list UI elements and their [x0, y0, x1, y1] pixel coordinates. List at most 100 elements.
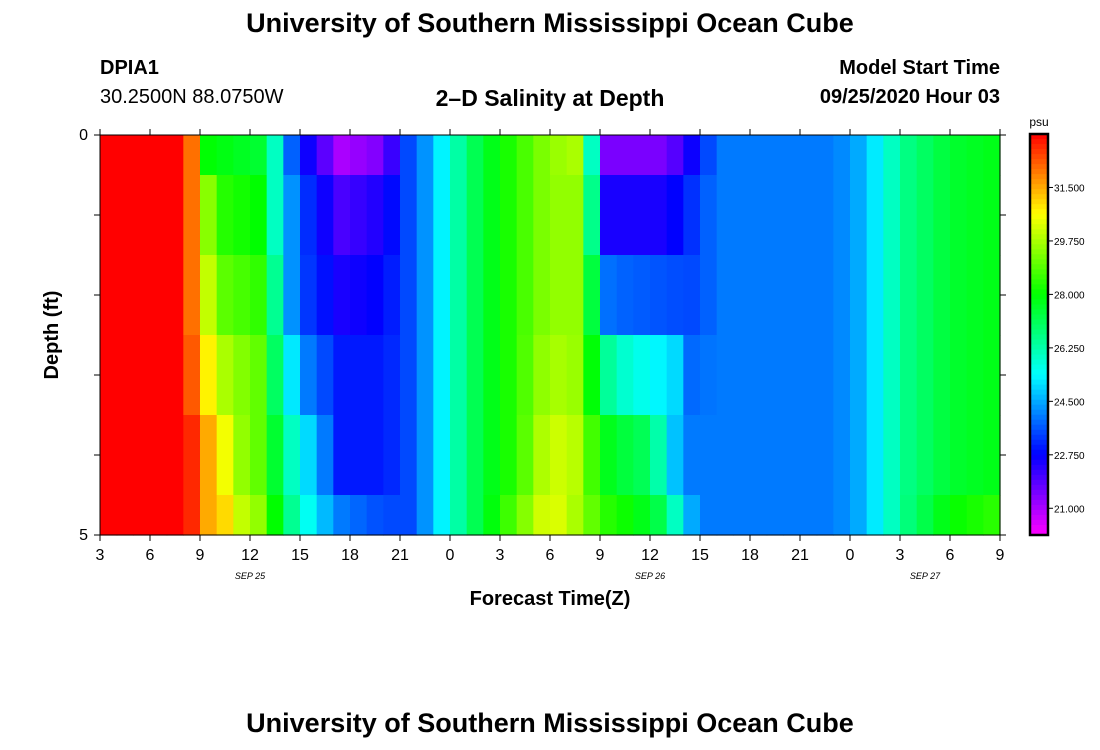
heatmap-cell — [950, 415, 968, 496]
heatmap-cell — [750, 135, 768, 176]
heatmap-cell — [833, 415, 851, 496]
colorbar-segment — [1030, 509, 1048, 516]
heatmap-cell — [866, 415, 884, 496]
colorbar-segment — [1030, 504, 1048, 511]
heatmap-cell — [733, 415, 751, 496]
heatmap-cell — [983, 335, 1001, 416]
heatmap-cell — [916, 175, 934, 256]
colorbar-segment — [1030, 299, 1048, 306]
heatmap-cell — [800, 255, 818, 336]
heatmap-cell — [650, 415, 668, 496]
colorbar-segment — [1030, 209, 1048, 215]
colorbar: 31.500 29.750 28.000 26.250 24.500 22.750 21.0… — [1028, 132, 1085, 537]
heatmap-cell — [800, 135, 818, 176]
colorbar-segment — [1030, 519, 1048, 526]
heatmap-cell — [816, 335, 834, 416]
heatmap-cell — [316, 255, 334, 336]
colorbar-segment — [1030, 499, 1048, 506]
colorbar-segment — [1030, 264, 1048, 270]
x-tick-label: 3 — [96, 547, 105, 564]
heatmap-cell — [366, 415, 384, 496]
colorbar-segment — [1030, 489, 1048, 496]
heatmap-cell — [616, 415, 634, 496]
heatmap-cell — [183, 255, 201, 336]
heatmap-cell — [883, 415, 901, 496]
heatmap-cell — [783, 255, 801, 336]
x-tick-label: 15 — [291, 547, 309, 564]
heatmap-cell — [116, 255, 134, 336]
colorbar-segment — [1030, 159, 1048, 165]
heatmap-cell — [466, 335, 484, 416]
heatmap-cell — [483, 255, 501, 336]
heatmap-cell — [366, 255, 384, 336]
heatmap-cell — [600, 255, 618, 336]
colorbar-segment — [1030, 144, 1048, 150]
heatmap-cell — [783, 495, 801, 536]
heatmap-cell — [733, 255, 751, 336]
colorbar-segment — [1030, 219, 1048, 225]
heatmap-cell — [833, 495, 851, 536]
heatmap-cell — [416, 175, 434, 256]
heatmap-cell — [916, 415, 934, 496]
heatmap-cell — [583, 175, 601, 256]
heatmap-cell — [250, 135, 268, 176]
colorbar-segment — [1030, 484, 1048, 491]
heatmap-cell — [566, 335, 584, 416]
heatmap-cell — [866, 335, 884, 416]
heatmap-cell — [600, 495, 618, 536]
heatmap-cell — [483, 415, 501, 496]
heatmap-cell — [500, 335, 518, 416]
heatmap-cell — [533, 135, 551, 176]
heatmap-cell — [833, 335, 851, 416]
heatmap-cell — [100, 335, 118, 416]
heatmap-cell — [516, 415, 534, 496]
heatmap-cell — [816, 415, 834, 496]
heatmap-cell — [233, 335, 251, 416]
heatmap-cell — [416, 335, 434, 416]
heatmap-cell — [183, 415, 201, 496]
heatmap-cell — [133, 495, 151, 536]
x-tick-label: 18 — [741, 547, 759, 564]
colorbar-segment — [1030, 184, 1048, 190]
heatmap-cell — [483, 495, 501, 536]
heatmap-cell — [833, 175, 851, 256]
heatmap-cell — [850, 495, 868, 536]
heatmap-cell — [183, 335, 201, 416]
colorbar-tick-label: 28.000 — [1054, 290, 1085, 301]
heatmap-cell — [216, 255, 234, 336]
heatmap-cell — [183, 495, 201, 536]
heatmap-cell — [300, 135, 318, 176]
heatmap-cell — [100, 255, 118, 336]
heatmap-cell — [166, 135, 184, 176]
heatmap-cell — [683, 415, 701, 496]
heatmap-cell — [983, 415, 1001, 496]
colorbar-segment — [1030, 304, 1048, 311]
x-tick-label: 6 — [546, 547, 555, 564]
heatmap-cell — [450, 415, 468, 496]
heatmap-cell — [483, 335, 501, 416]
heatmap-cell — [850, 335, 868, 416]
x-axis-label: Forecast Time(Z) — [470, 588, 631, 610]
heatmap-cell — [466, 175, 484, 256]
heatmap-cell — [650, 335, 668, 416]
heatmap-cell — [166, 415, 184, 496]
heatmap-cell — [983, 175, 1001, 256]
heatmap-cell — [866, 135, 884, 176]
heatmap-cell — [600, 415, 618, 496]
heatmap-cell — [800, 415, 818, 496]
heatmap-cell — [533, 495, 551, 536]
x-tick-label: 3 — [496, 547, 505, 564]
heatmap-cell — [683, 175, 701, 256]
colorbar-segment — [1030, 279, 1048, 285]
heatmap-cell — [266, 335, 284, 416]
heatmap-cell — [466, 255, 484, 336]
heatmap-cell — [400, 175, 418, 256]
colorbar-frame — [1028, 132, 1050, 537]
heatmap-cell — [100, 175, 118, 256]
heatmap-cell — [900, 255, 918, 336]
heatmap-cell — [916, 135, 934, 176]
heatmap-cell — [233, 495, 251, 536]
heatmap-cell — [166, 335, 184, 416]
heatmap-cell — [133, 255, 151, 336]
